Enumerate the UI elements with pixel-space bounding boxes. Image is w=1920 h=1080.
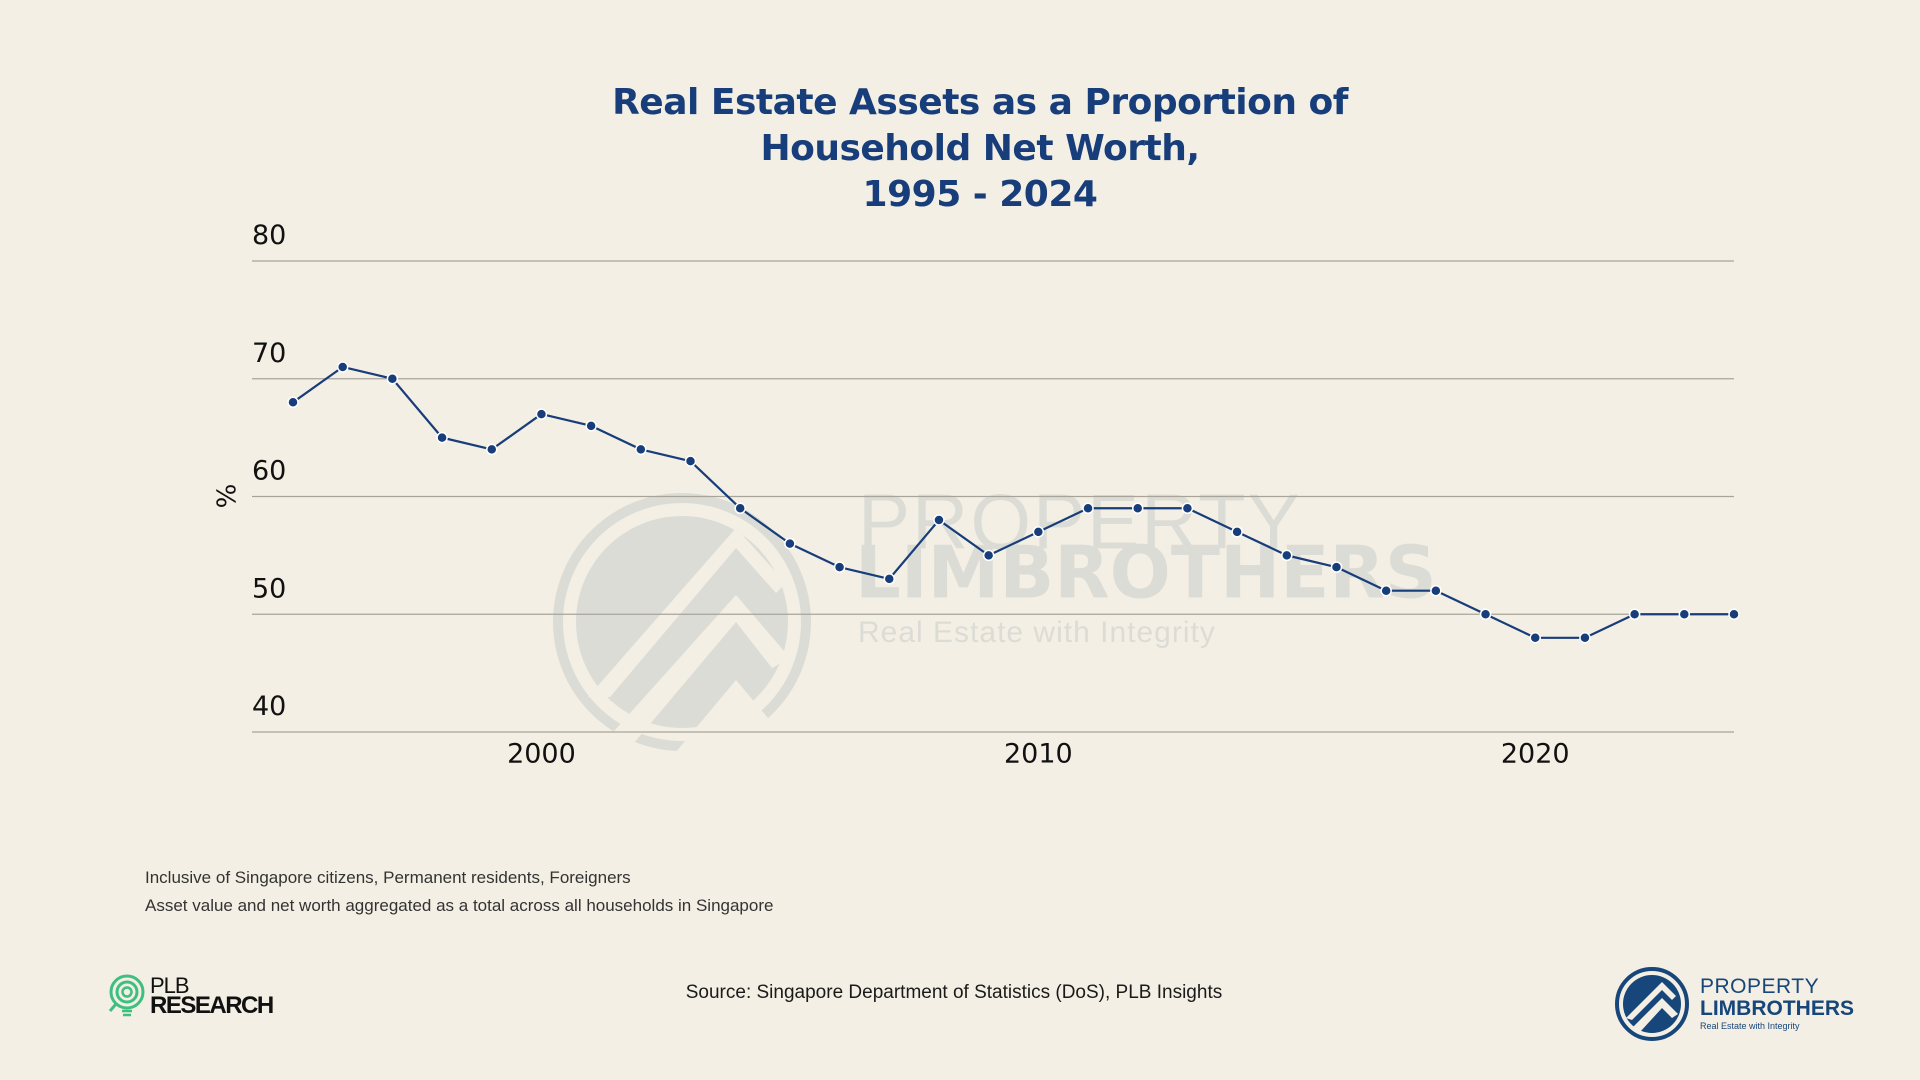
watermark-line-2: LIMBROTHERS [855,531,1437,615]
y-tick-label: 70 [252,338,286,369]
data-point-2002 [635,443,647,456]
y-tick-label: 80 [252,220,286,251]
data-point-2003 [684,455,697,467]
data-point-2020 [1529,632,1541,644]
x-axis-ticks: 2000 2010 2020 [507,739,1570,770]
data-point-1997 [386,373,399,385]
roof-circle-icon [1615,967,1689,1041]
plb-research-logo: PLB RESEARCH [108,973,274,1019]
data-point-1999 [486,443,498,456]
data-point-2024 [1728,608,1740,620]
x-tick-label: 2010 [1004,739,1073,770]
chart-title-line-1: Real Estate Assets as a Proportion of [612,82,1348,123]
logo-property-text: PROPERTY [1700,974,1820,998]
y-axis-label: % [213,484,243,509]
data-point-2006 [833,561,846,573]
watermark-tagline: Real Estate with Integrity [858,616,1216,649]
magnifier-bulb-icon [108,974,145,1017]
source-note: Source: Singapore Department of Statisti… [685,982,1223,1003]
data-point-2023 [1678,608,1691,620]
data-point-2014 [1231,526,1243,538]
data-point-2011 [1082,502,1094,515]
series-group [287,361,1740,644]
y-tick-label: 40 [252,691,286,722]
data-point-2004 [734,502,746,515]
watermark-logo-icon [553,493,811,790]
data-point-2019 [1479,608,1492,620]
data-point-2015 [1281,549,1293,562]
data-point-2009 [982,549,995,562]
x-tick-label: 2000 [507,739,576,770]
data-point-2007 [883,573,896,585]
logo-tagline-text: Real Estate with Integrity [1700,1020,1800,1031]
research-logo-text: RESEARCH [150,992,274,1019]
data-point-2017 [1380,584,1392,597]
data-point-2005 [784,537,796,550]
watermark-line-1: PROPERTY [858,478,1302,566]
plb-logo-text: PLB [150,973,190,998]
data-point-1995 [287,396,299,409]
data-point-2018 [1430,584,1442,597]
chart-title: Real Estate Assets as a Proportion of Ho… [0,80,1920,218]
data-point-2021 [1579,632,1591,644]
y-tick-label: 50 [252,573,286,604]
data-point-2010 [1032,526,1045,538]
x-tick-label: 2020 [1501,739,1570,770]
data-point-2001 [585,420,597,432]
watermark: PROPERTY LIMBROTHERS Real Estate with In… [553,478,1437,790]
property-limbrothers-logo: PROPERTY LIMBROTHERS Real Estate with In… [1614,966,1854,1042]
chart-title-line-3: 1995 - 2024 [862,174,1098,215]
data-point-2000 [535,408,548,420]
data-point-2013 [1181,502,1194,515]
chart-title-line-2: Household Net Worth, [760,128,1200,169]
series-line [292,365,1734,639]
y-tick-label: 60 [252,456,286,487]
y-axis-ticks: 40 50 60 70 80 [252,220,286,722]
gridlines [252,260,1734,733]
data-point-2022 [1628,608,1641,620]
logo-limbrothers-text: LIMBROTHERS [1700,996,1854,1020]
data-point-2012 [1131,502,1144,515]
data-point-1996 [336,361,349,373]
note-2: Asset value and net worth aggregated as … [145,896,774,915]
data-point-2016 [1330,561,1343,573]
data-point-1998 [436,431,448,444]
data-point-2008 [933,514,945,526]
notes: Inclusive of Singapore citizens, Permane… [145,864,773,920]
note-1: Inclusive of Singapore citizens, Permane… [145,868,631,887]
